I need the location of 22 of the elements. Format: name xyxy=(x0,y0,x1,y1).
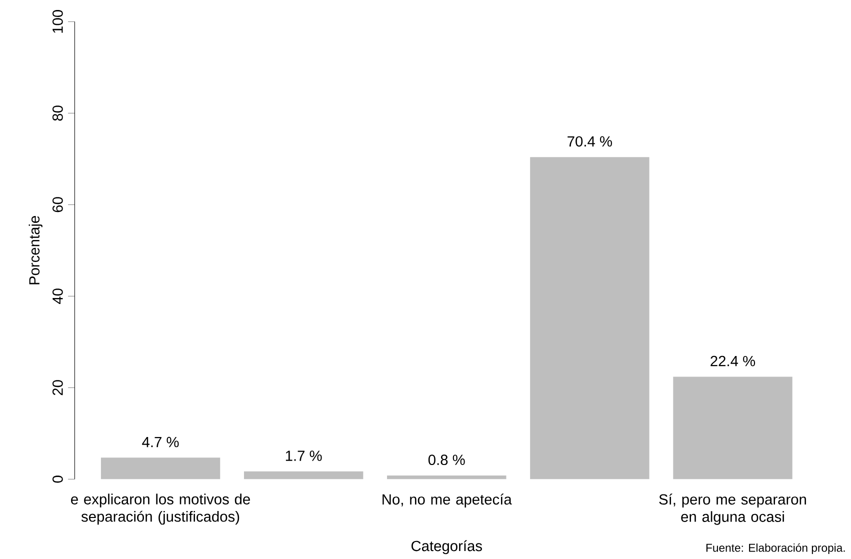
bar xyxy=(387,475,506,480)
x-tick-label: Sí, pero me separaron en alguna ocasi xyxy=(659,494,806,525)
y-tick-label: 40 xyxy=(52,288,63,304)
source-note: Fuente: Elaboración propia. xyxy=(706,543,845,554)
x-tick-label: No, no me apetecía xyxy=(382,494,512,508)
y-tick-label: 60 xyxy=(52,197,63,212)
y-tick-label: 20 xyxy=(52,380,63,396)
data-label: 1.7 % xyxy=(286,450,322,461)
bar xyxy=(100,458,220,480)
data-label: 22.4 % xyxy=(710,356,756,366)
y-tick-label: 0 xyxy=(52,476,63,483)
y-tick-label: 80 xyxy=(52,106,63,121)
data-label: 70.4 % xyxy=(568,136,612,147)
bar xyxy=(530,156,650,480)
x-axis-title: Categorías xyxy=(412,540,482,554)
y-axis-title: Porcentaje xyxy=(28,216,42,284)
data-label: 0.8 % xyxy=(428,454,465,465)
x-tick-label: e explicaron los motivos de separación (justificados) xyxy=(71,494,250,525)
y-tick-label: 100 xyxy=(52,10,63,33)
bar xyxy=(673,376,792,480)
bar xyxy=(244,471,364,480)
data-label: 4.7 % xyxy=(142,436,179,448)
